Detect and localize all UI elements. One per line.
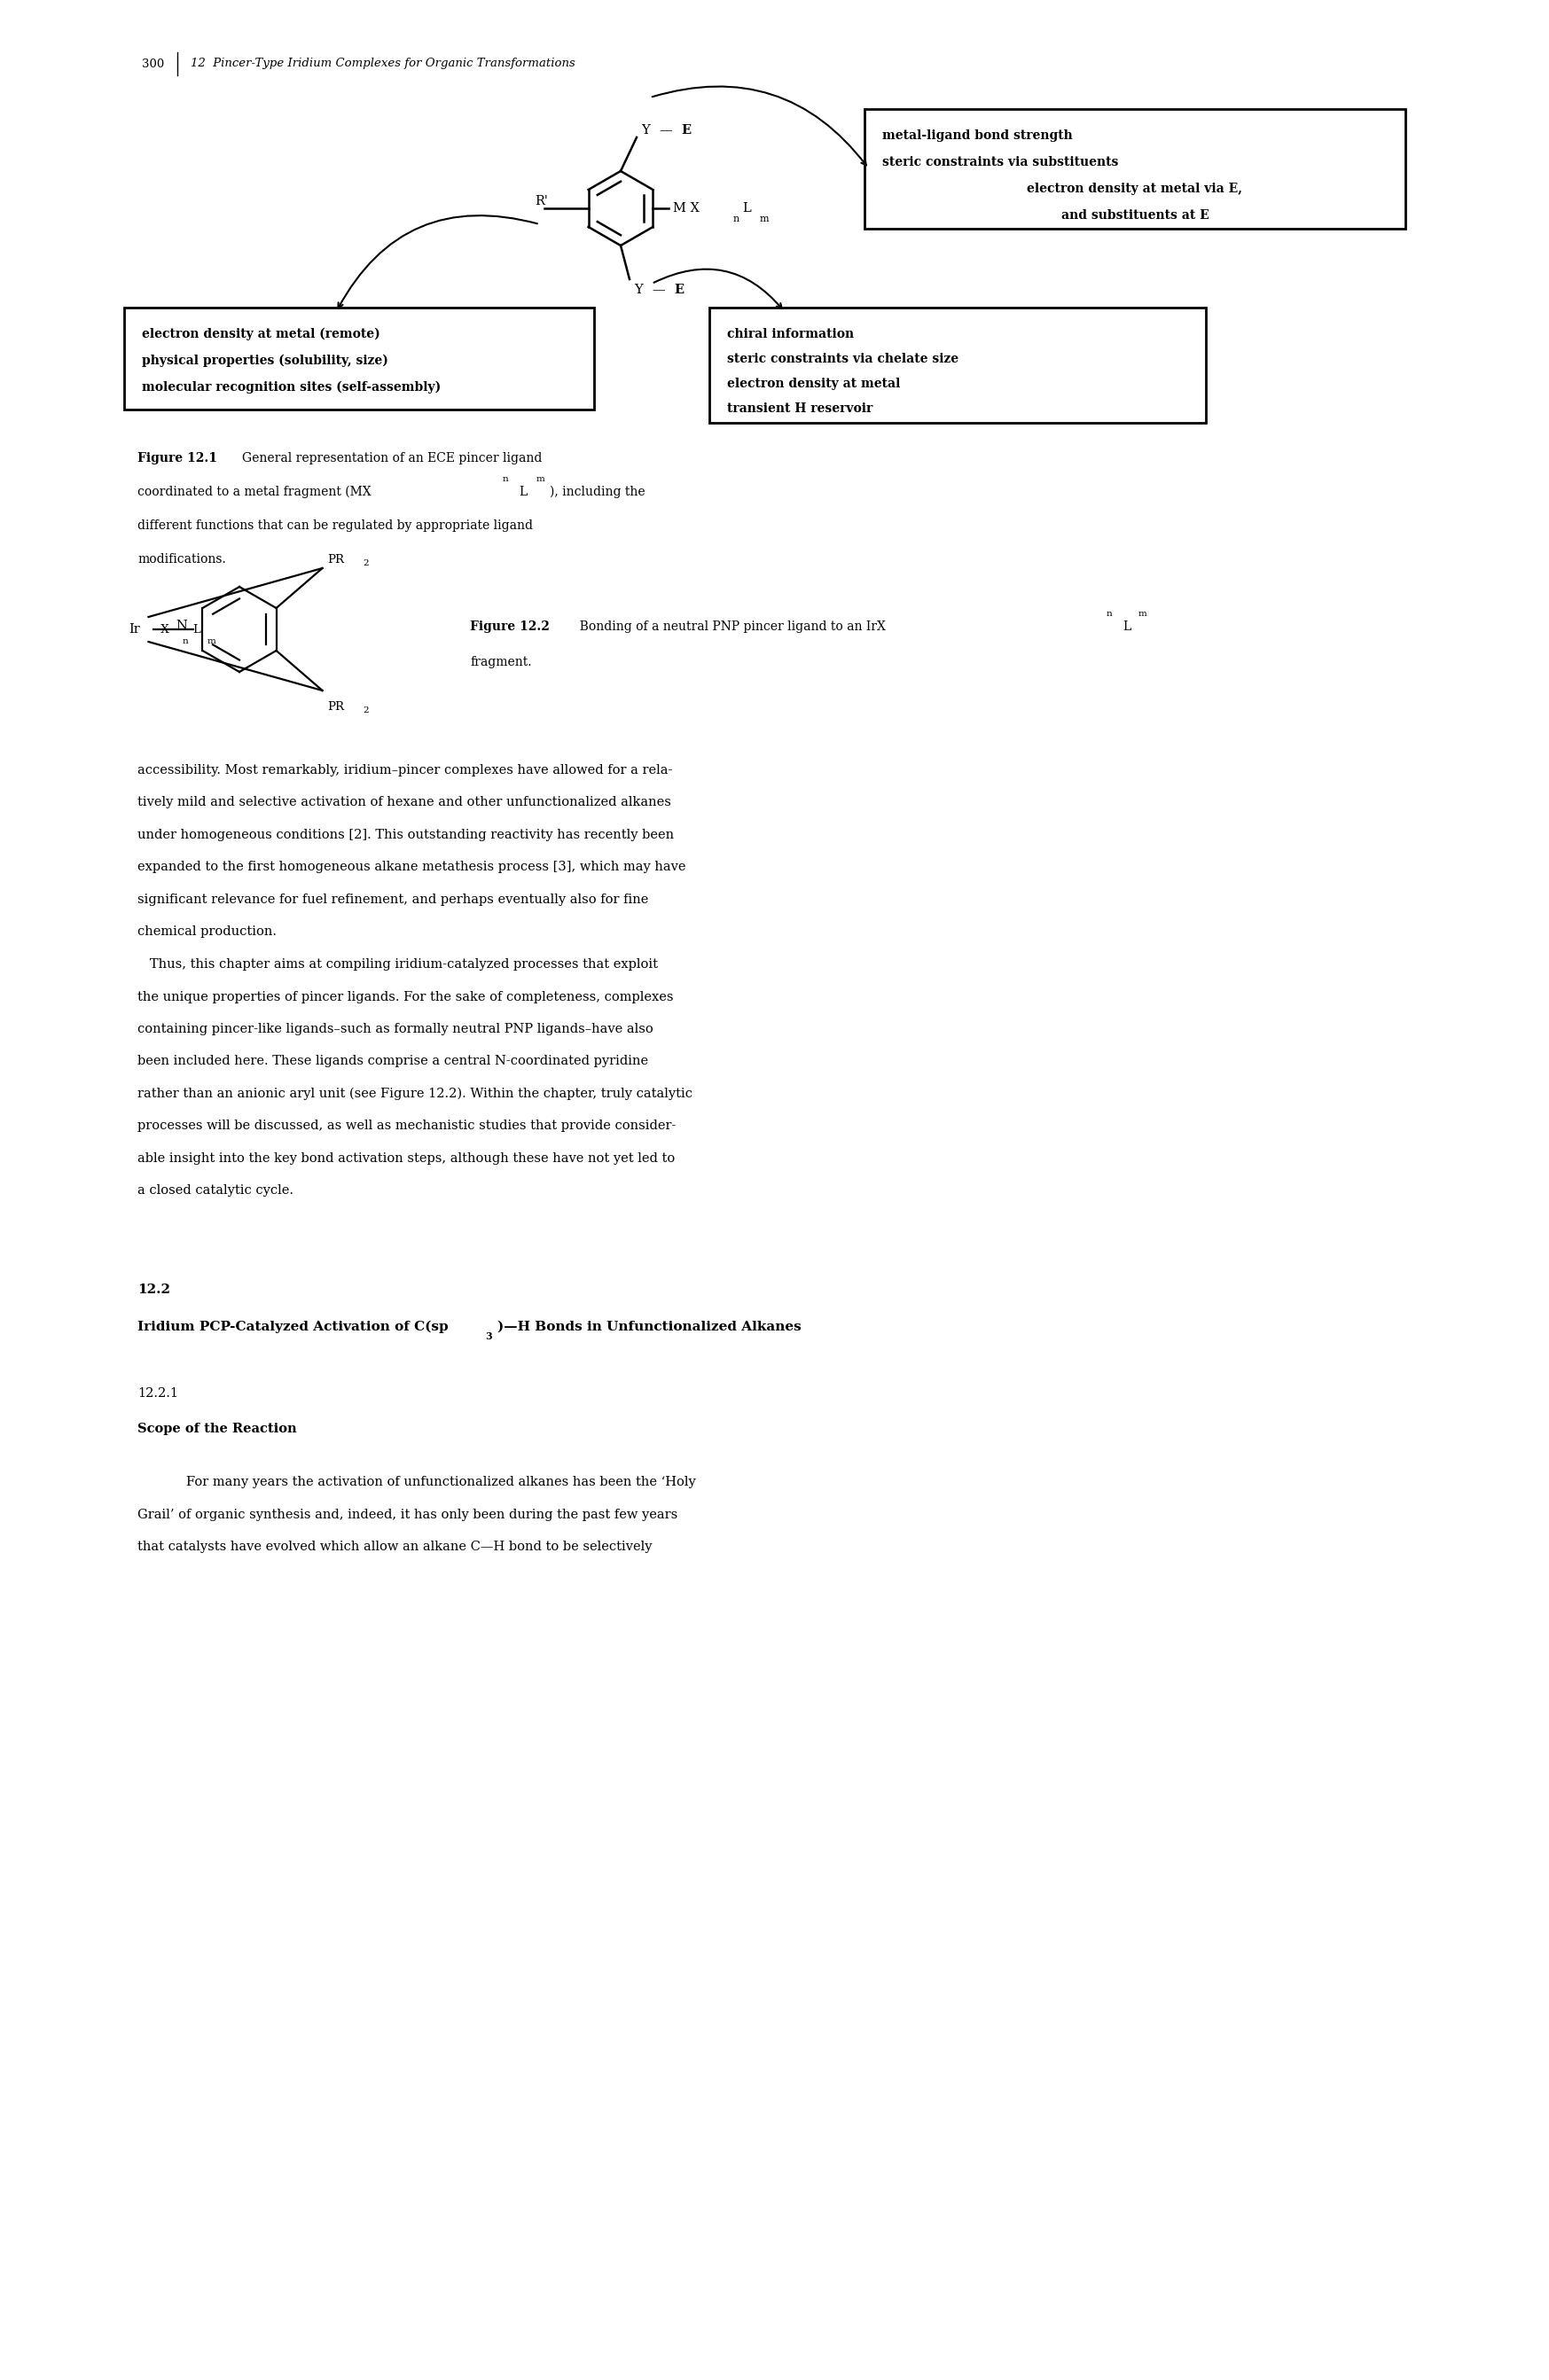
FancyBboxPatch shape	[124, 307, 595, 409]
Text: R': R'	[536, 195, 548, 207]
Text: m: m	[536, 476, 545, 483]
Text: under homogeneous conditions [2]. This outstanding reactivity has recently been: under homogeneous conditions [2]. This o…	[138, 828, 674, 840]
Text: physical properties (solubility, size): physical properties (solubility, size)	[143, 355, 389, 367]
Text: electron density at metal via E,: electron density at metal via E,	[1027, 183, 1242, 195]
Text: n: n	[1106, 609, 1112, 619]
FancyBboxPatch shape	[709, 307, 1205, 424]
Text: the unique properties of pincer ligands. For the sake of completeness, complexes: the unique properties of pincer ligands.…	[138, 990, 674, 1002]
Text: tively mild and selective activation of hexane and other unfunctionalized alkane: tively mild and selective activation of …	[138, 797, 671, 809]
Text: PR: PR	[328, 700, 344, 712]
Text: L: L	[519, 486, 527, 497]
Text: 2: 2	[362, 559, 369, 566]
Text: steric constraints via chelate size: steric constraints via chelate size	[726, 352, 959, 364]
Text: Thus, this chapter aims at compiling iridium-catalyzed processes that exploit: Thus, this chapter aims at compiling iri…	[138, 959, 658, 971]
FancyBboxPatch shape	[864, 109, 1405, 228]
Text: modifications.: modifications.	[138, 552, 226, 566]
Text: 12.2: 12.2	[138, 1283, 170, 1297]
Text: Bonding of a neutral PNP pincer ligand to an IrX: Bonding of a neutral PNP pincer ligand t…	[572, 621, 886, 633]
Text: fragment.: fragment.	[469, 657, 531, 669]
Text: Figure 12.2: Figure 12.2	[469, 621, 550, 633]
Text: electron density at metal (remote): electron density at metal (remote)	[143, 328, 380, 340]
Text: electron density at metal: electron density at metal	[726, 378, 900, 390]
Text: ), including the: ), including the	[550, 486, 644, 497]
Text: m: m	[759, 214, 768, 224]
Text: n: n	[503, 476, 508, 483]
Text: and substituents at E: and substituents at E	[1061, 209, 1208, 221]
Text: Y: Y	[634, 283, 643, 295]
Text: different functions that can be regulated by appropriate ligand: different functions that can be regulate…	[138, 519, 533, 531]
Text: m: m	[1139, 609, 1148, 619]
Text: —: —	[652, 283, 665, 295]
Text: 12.2.1: 12.2.1	[138, 1388, 178, 1399]
Text: rather than an anionic aryl unit (see Figure 12.2). Within the chapter, truly ca: rather than an anionic aryl unit (see Fi…	[138, 1088, 692, 1100]
Text: PR: PR	[328, 555, 344, 564]
Text: accessibility. Most remarkably, iridium–pincer complexes have allowed for a rela: accessibility. Most remarkably, iridium–…	[138, 764, 672, 776]
Text: E: E	[674, 283, 683, 295]
Text: n: n	[183, 638, 187, 645]
Text: General representation of an ECE pincer ligand: General representation of an ECE pincer …	[242, 452, 542, 464]
Text: coordinated to a metal fragment (MX: coordinated to a metal fragment (MX	[138, 486, 372, 497]
Text: 3: 3	[485, 1330, 493, 1342]
Text: L: L	[1123, 621, 1131, 633]
Text: Ir: Ir	[129, 624, 141, 635]
Text: that catalysts have evolved which allow an alkane C—H bond to be selectively: that catalysts have evolved which allow …	[138, 1540, 652, 1554]
Text: steric constraints via substituents: steric constraints via substituents	[883, 157, 1118, 169]
Text: M X: M X	[674, 202, 700, 214]
Text: X: X	[158, 624, 169, 635]
Text: Grail’ of organic synthesis and, indeed, it has only been during the past few ye: Grail’ of organic synthesis and, indeed,…	[138, 1509, 677, 1521]
Text: 12  Pincer-Type Iridium Complexes for Organic Transformations: 12 Pincer-Type Iridium Complexes for Org…	[191, 57, 575, 69]
Text: chiral information: chiral information	[726, 328, 853, 340]
Text: containing pincer-like ligands–such as formally neutral PNP ligands–have also: containing pincer-like ligands–such as f…	[138, 1023, 654, 1035]
Text: transient H reservoir: transient H reservoir	[726, 402, 872, 414]
Text: 300: 300	[141, 57, 164, 69]
Text: L: L	[192, 624, 201, 635]
Text: N: N	[177, 619, 187, 633]
Text: metal-ligand bond strength: metal-ligand bond strength	[883, 129, 1072, 143]
Text: Y: Y	[641, 124, 649, 136]
Text: n: n	[733, 214, 739, 224]
Text: chemical production.: chemical production.	[138, 926, 277, 938]
Text: a closed catalytic cycle.: a closed catalytic cycle.	[138, 1185, 293, 1197]
Text: Iridium PCP-Catalyzed Activation of C(sp: Iridium PCP-Catalyzed Activation of C(sp	[138, 1321, 448, 1333]
Text: Scope of the Reaction: Scope of the Reaction	[138, 1423, 297, 1435]
Text: For many years the activation of unfunctionalized alkanes has been the ‘Holy: For many years the activation of unfunct…	[186, 1476, 696, 1488]
Text: )—H Bonds in Unfunctionalized Alkanes: )—H Bonds in Unfunctionalized Alkanes	[497, 1321, 801, 1333]
Text: 2: 2	[362, 707, 369, 714]
Text: molecular recognition sites (self-assembly): molecular recognition sites (self-assemb…	[143, 381, 441, 395]
Text: been included here. These ligands comprise a central N-coordinated pyridine: been included here. These ligands compri…	[138, 1054, 649, 1069]
Text: able insight into the key bond activation steps, although these have not yet led: able insight into the key bond activatio…	[138, 1152, 675, 1164]
Text: L: L	[742, 202, 751, 214]
Text: significant relevance for fuel refinement, and perhaps eventually also for fine: significant relevance for fuel refinemen…	[138, 892, 649, 907]
Text: Figure 12.1: Figure 12.1	[138, 452, 217, 464]
Text: —: —	[658, 124, 672, 136]
Text: expanded to the first homogeneous alkane metathesis process [3], which may have: expanded to the first homogeneous alkane…	[138, 862, 686, 873]
Text: m: m	[208, 638, 215, 645]
Text: E: E	[682, 124, 691, 136]
Text: processes will be discussed, as well as mechanistic studies that provide conside: processes will be discussed, as well as …	[138, 1121, 675, 1133]
